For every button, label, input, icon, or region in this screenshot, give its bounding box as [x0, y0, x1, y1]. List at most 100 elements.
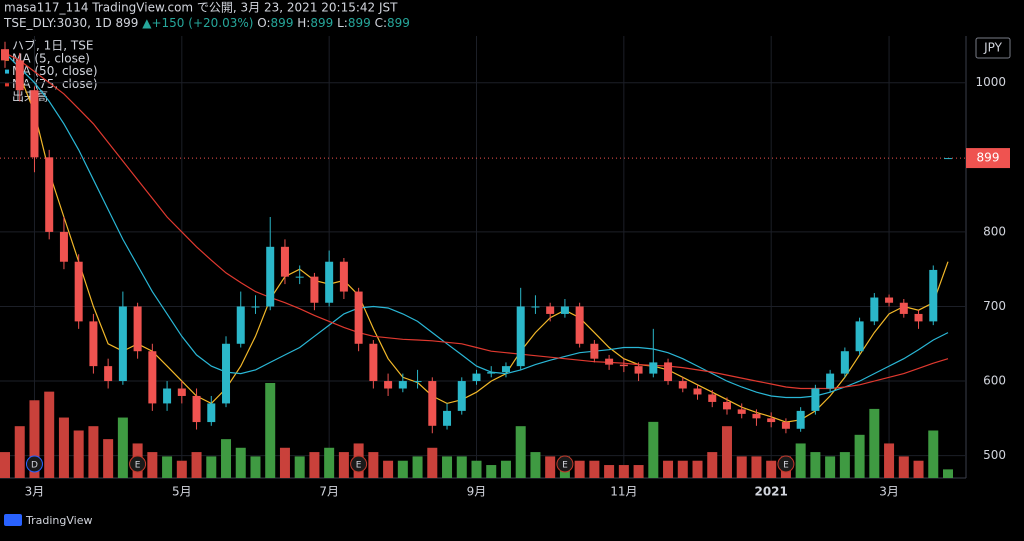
volume-bar [58, 417, 69, 478]
volume-bar [677, 460, 688, 478]
volume-bar [162, 456, 173, 478]
event-marker[interactable] [556, 455, 574, 473]
volume-bar [692, 460, 703, 478]
volume-bar [0, 452, 10, 478]
volume-bar [884, 443, 895, 478]
candle-body [369, 343, 378, 382]
volume-bar [456, 456, 467, 478]
candle-body [693, 388, 702, 395]
legend-entry: ハブ, 1日, TSE [12, 38, 93, 53]
candle-body [163, 388, 172, 404]
volume-bar [898, 456, 909, 478]
volume-bar [294, 456, 305, 478]
legend-swatch [5, 69, 9, 74]
volume-bar [854, 434, 865, 478]
c-label: C: [375, 16, 387, 30]
event-marker[interactable] [350, 455, 368, 473]
candle-body [236, 306, 245, 344]
x-tick-label: 7月 [319, 485, 339, 499]
candle-body [59, 231, 68, 262]
candle-body [516, 306, 525, 367]
candle-body [295, 276, 304, 278]
c-value: 899 [387, 16, 410, 30]
volume-bar [751, 456, 762, 478]
ma-line [4, 52, 949, 390]
x-tick-label: 3月 [879, 485, 899, 499]
volume-bar [235, 447, 246, 478]
candle-body [177, 388, 186, 396]
ma-line [19, 75, 949, 423]
candle-body [737, 409, 746, 414]
l-label: L: [337, 16, 348, 30]
volume-bar [29, 400, 40, 478]
legend-entry: MA (75, close) [12, 77, 98, 91]
volume-bar [73, 430, 84, 478]
volume-bar [368, 452, 379, 478]
event-label: E [135, 461, 141, 471]
x-tick-label: 2021 [754, 485, 787, 499]
candle-body [222, 343, 231, 404]
h-value: 899 [310, 16, 333, 30]
volume-bar [928, 430, 939, 478]
volume-bar [221, 439, 232, 478]
currency: JPY [983, 41, 1003, 55]
volume-bar [618, 465, 629, 478]
candle-body [89, 321, 98, 367]
footer: TradingView [25, 514, 92, 527]
candle-body [531, 306, 540, 308]
candle-body [722, 401, 731, 410]
candle-body [280, 246, 289, 277]
candle-body [472, 373, 481, 382]
symbol: TSE_DLY:3030, 1D [3, 16, 112, 30]
volume-bar [412, 456, 423, 478]
candle-body [413, 381, 422, 383]
x-tick-label: 5月 [172, 485, 192, 499]
candle-body [501, 366, 510, 373]
volume-bar [191, 452, 202, 478]
candle-body [767, 418, 776, 423]
volume-bar [839, 452, 850, 478]
logo-icon [4, 514, 22, 526]
h-label: H: [297, 16, 310, 30]
x-tick-label: 11月 [610, 485, 637, 499]
candle-body [605, 358, 614, 365]
candle-body [148, 351, 157, 404]
candle-body [251, 306, 260, 308]
candle-body [546, 306, 555, 314]
event-marker[interactable] [129, 455, 147, 473]
candle-body [30, 90, 39, 158]
candle-body [487, 372, 496, 374]
volume-bar [589, 460, 600, 478]
candle-body [899, 302, 908, 314]
event-marker[interactable] [777, 455, 795, 473]
candle-body [354, 291, 363, 344]
candle-body [781, 422, 790, 429]
candle-body [266, 246, 275, 307]
arrow: ▲ [142, 16, 152, 30]
volume-bar [795, 443, 806, 478]
candle-body [664, 362, 673, 382]
candle-body [384, 381, 393, 389]
volume-bar [471, 460, 482, 478]
volume-bar [530, 452, 541, 478]
event-marker[interactable] [25, 455, 43, 473]
publisher: masa117_114 TradingView.com で公開, 3月 23, … [4, 1, 398, 15]
candle-body [192, 395, 201, 423]
volume-bar [14, 426, 25, 478]
volume-bar [707, 452, 718, 478]
volume-bar [265, 383, 276, 478]
volume-bar [766, 460, 777, 478]
volume-bar [545, 456, 556, 478]
candle-body [840, 351, 849, 374]
y-tick-label: 500 [983, 448, 1006, 462]
volume-bar [397, 460, 408, 478]
volume-bar [500, 460, 511, 478]
event-label: E [356, 461, 362, 471]
candle-body [398, 381, 407, 389]
candle-body [796, 410, 805, 429]
event-label: E [783, 461, 789, 471]
candle-body [885, 297, 894, 303]
currency-box[interactable] [975, 37, 1011, 59]
